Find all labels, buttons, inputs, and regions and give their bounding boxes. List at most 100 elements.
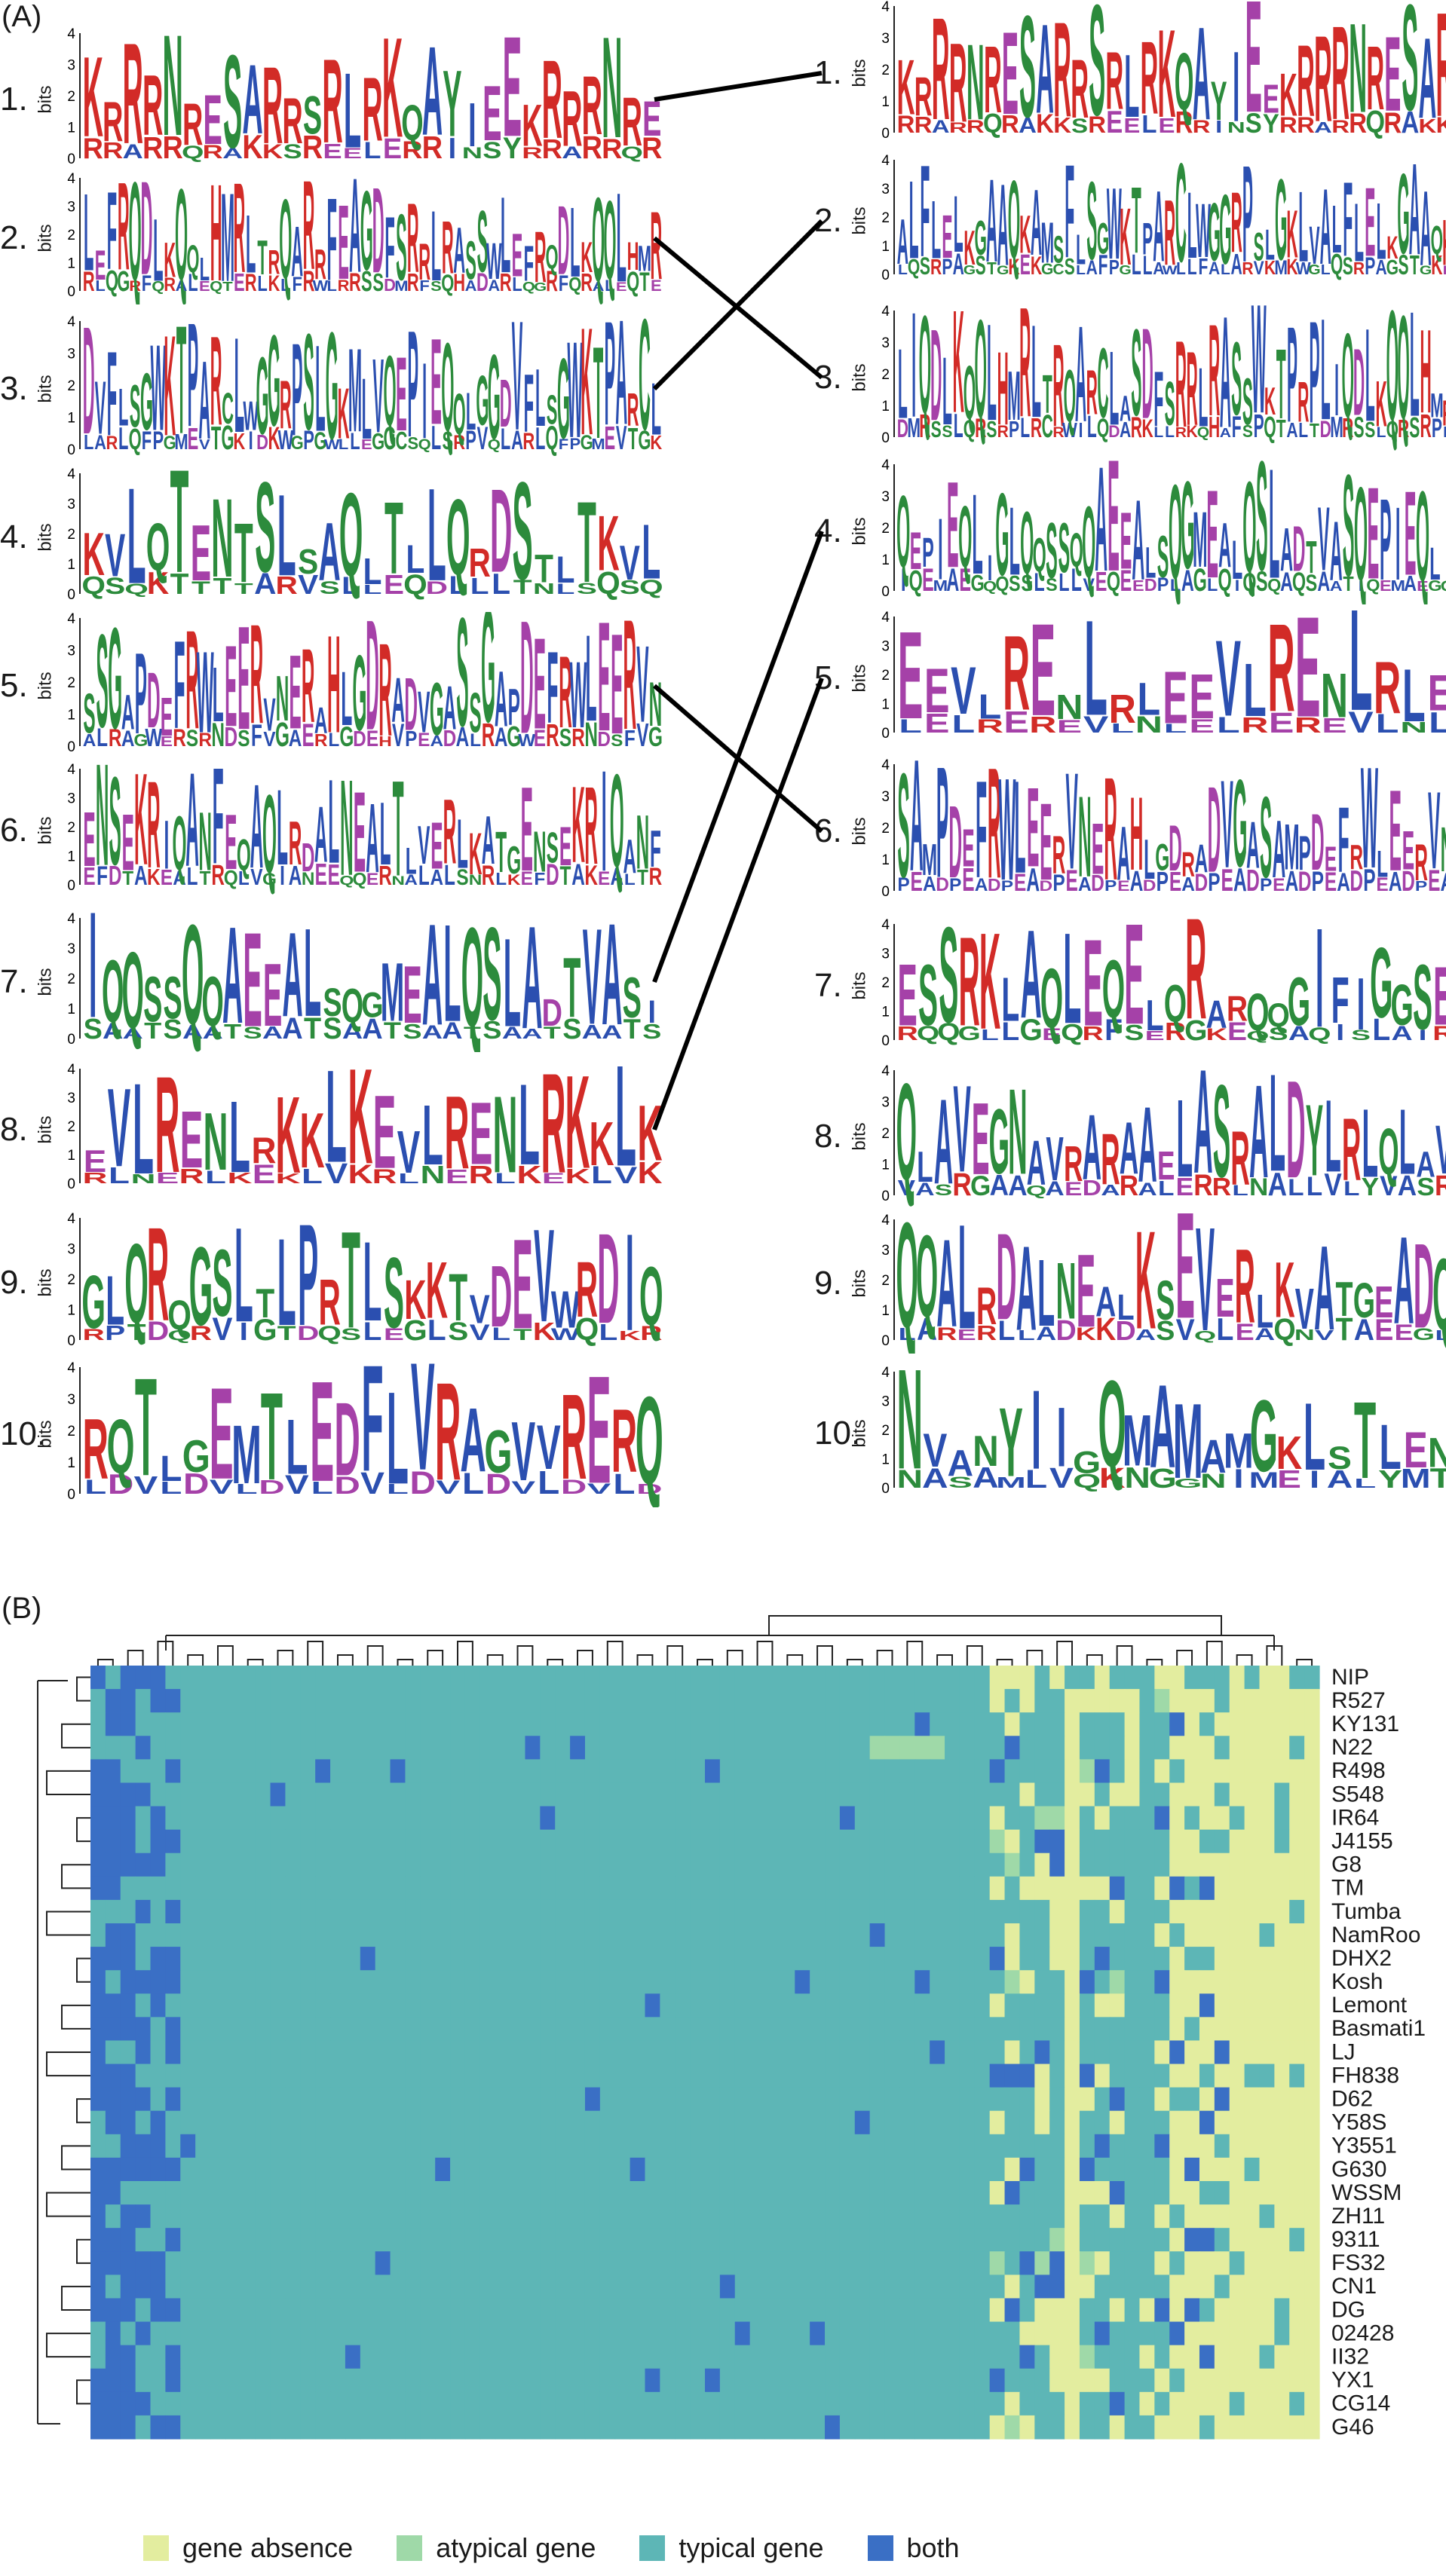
heatmap-cell bbox=[764, 1689, 780, 1713]
logo-position-stack: SQ bbox=[1267, 996, 1289, 1044]
heatmap-cell bbox=[795, 2298, 810, 2323]
heatmap-cell bbox=[1034, 1852, 1050, 1877]
logo-residue-glyph: V bbox=[616, 420, 627, 457]
heatmap-cell bbox=[225, 2415, 241, 2440]
logo-residue-glyph: Q bbox=[1397, 304, 1409, 450]
heatmap-cell bbox=[734, 2181, 751, 2205]
logo-residue-glyph: L bbox=[501, 174, 510, 295]
heatmap-cell bbox=[464, 1852, 481, 1877]
motif-logo-right-2: 2. bits 4 3 2 1 0 L A Q L S F R L P E A L G K S G T A G A K Q E K K A G M C… bbox=[814, 154, 1446, 288]
logo-position-stack: KR bbox=[147, 763, 161, 894]
heatmap-cell bbox=[435, 1876, 451, 1901]
heatmap-cell bbox=[150, 2275, 166, 2299]
heatmap-cell bbox=[930, 2134, 945, 2158]
logo-residue-glyph: Q bbox=[124, 580, 149, 597]
logo-residue-glyph: Q bbox=[522, 280, 535, 295]
logo-position-stack: LR bbox=[1230, 1115, 1249, 1201]
heatmap-cell bbox=[1199, 1852, 1215, 1877]
heatmap-cell bbox=[1169, 1829, 1185, 1854]
heatmap-cell bbox=[420, 2181, 436, 2205]
heatmap-cell bbox=[1049, 1970, 1065, 1994]
logo-residue-glyph: L bbox=[406, 840, 417, 883]
logo-residue-glyph: V bbox=[1309, 216, 1319, 276]
heatmap-cell bbox=[645, 2391, 660, 2416]
heatmap-cell bbox=[195, 2110, 211, 2135]
heatmap-cell bbox=[135, 2204, 152, 2229]
logo-position-stack: SR bbox=[559, 635, 572, 752]
heatmap-cell bbox=[570, 1712, 586, 1736]
logo-residue-glyph: G bbox=[361, 985, 383, 1025]
logo-residue-glyph: I bbox=[249, 427, 253, 455]
heatmap-cell bbox=[1304, 1899, 1320, 1924]
logo-position-stack: RE bbox=[897, 947, 918, 1045]
logo-position-stack: KR bbox=[268, 244, 280, 296]
logo-position-stack: RR bbox=[949, 20, 967, 145]
heatmap-cell bbox=[899, 1923, 915, 1947]
heatmap-cell bbox=[1019, 2391, 1035, 2416]
heatmap-cell bbox=[869, 1689, 886, 1713]
heatmap-cell bbox=[1274, 2110, 1290, 2135]
heatmap-cell bbox=[360, 2415, 376, 2440]
logo-residue-glyph: W bbox=[570, 643, 587, 748]
heatmap-cell bbox=[1199, 2228, 1215, 2252]
logo-position-stack: ER bbox=[1235, 1227, 1255, 1346]
heatmap-cell bbox=[660, 1923, 676, 1947]
logo-residue-glyph: E bbox=[1417, 579, 1429, 594]
heatmap-cell bbox=[675, 1899, 691, 1924]
heatmap-cell bbox=[869, 2110, 886, 2135]
heatmap-cell bbox=[1274, 2157, 1290, 2182]
heatmap-cell bbox=[210, 1782, 226, 1807]
logo-position-stack: NL bbox=[211, 652, 225, 754]
logo-y-tick: 1 bbox=[67, 411, 75, 427]
logo-residue-glyph: P bbox=[942, 255, 952, 280]
heatmap-cell bbox=[1199, 2251, 1215, 2275]
heatmap-cell bbox=[90, 1689, 106, 1713]
logo-position-stack: NV bbox=[1294, 1276, 1315, 1343]
logo-residue-glyph: L bbox=[187, 862, 198, 891]
heatmap-cell bbox=[345, 1947, 361, 1971]
heatmap-cell bbox=[1079, 2368, 1095, 2393]
heatmap-cell bbox=[854, 2110, 871, 2135]
logo-residue-glyph: M bbox=[1040, 210, 1054, 275]
logo-residue-glyph: A bbox=[1280, 568, 1293, 597]
heatmap-cell bbox=[435, 1806, 451, 1831]
heatmap-cell bbox=[1004, 2321, 1021, 2346]
heatmap-cell bbox=[1139, 2275, 1155, 2299]
logo-position-stack: AE bbox=[262, 944, 283, 1045]
heatmap-cell bbox=[240, 1806, 256, 1831]
logo-residue-glyph: Q bbox=[917, 1023, 939, 1045]
heatmap-cell bbox=[884, 1736, 901, 1760]
logo-residue-glyph: Q bbox=[1273, 1314, 1295, 1348]
heatmap-cell bbox=[869, 1876, 886, 1901]
logo-residue-glyph: S bbox=[1328, 1440, 1352, 1476]
logo-residue-glyph: S bbox=[298, 543, 318, 582]
heatmap-cell bbox=[120, 2087, 136, 2112]
logo-residue-glyph: Q bbox=[1040, 951, 1063, 1046]
logo-residue-glyph: R bbox=[210, 315, 222, 452]
heatmap-cell bbox=[195, 1759, 211, 1784]
heatmap-cell bbox=[255, 2368, 271, 2393]
heatmap-cell bbox=[1049, 2204, 1065, 2229]
heatmap-cell bbox=[120, 2298, 136, 2323]
logo-residue-glyph: I bbox=[1235, 577, 1240, 595]
heatmap-cell bbox=[570, 2110, 586, 2135]
heatmap-cell bbox=[90, 2298, 106, 2323]
heatmap-cell bbox=[255, 1782, 271, 1807]
heatmap-cell bbox=[479, 1876, 496, 1901]
heatmap-cell bbox=[660, 1806, 676, 1831]
logo-residue-glyph: V bbox=[1196, 1213, 1215, 1354]
heatmap-cell bbox=[255, 2391, 271, 2416]
heatmap-cell bbox=[795, 1782, 810, 1807]
logo-position-stack: TN bbox=[198, 795, 212, 889]
heatmap-cell bbox=[120, 2017, 136, 2042]
heatmap-cell bbox=[1244, 1852, 1261, 1877]
logo-residue-glyph: R bbox=[1383, 106, 1402, 139]
heatmap-cell bbox=[1109, 2391, 1126, 2416]
heatmap-cell bbox=[525, 2040, 541, 2065]
heatmap-cell bbox=[1094, 1689, 1111, 1713]
heatmap-cell bbox=[869, 2157, 886, 2182]
logo-position-stack: DT bbox=[259, 1366, 284, 1506]
heatmap-cell bbox=[675, 2251, 691, 2275]
heatmap-cell bbox=[300, 1923, 316, 1947]
logo-position-stack: RQ bbox=[919, 304, 931, 445]
